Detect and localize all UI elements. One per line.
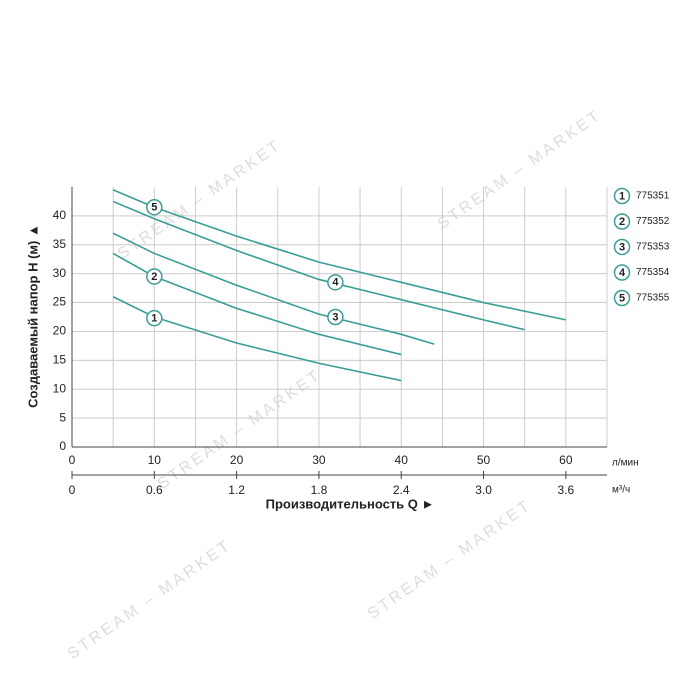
y-tick-label: 0 (59, 439, 66, 453)
marker-circle (146, 309, 163, 327)
curve (112, 252, 402, 356)
curve (112, 200, 525, 331)
y-tick-label: 35 (53, 237, 67, 251)
y-axis-label: Создаваемый напор H (м) ▲ (25, 224, 40, 408)
legend-label: 775351 (636, 191, 670, 202)
marker-label: 2 (151, 271, 157, 283)
y-tick-label: 5 (59, 410, 66, 424)
marker-circle (613, 213, 631, 230)
x2-tick-label: 2.4 (393, 483, 410, 497)
marker-circle (613, 289, 631, 307)
y-tick-label: 20 (53, 324, 67, 338)
legend-label: 775352 (636, 216, 670, 227)
legend-label: 775354 (636, 267, 670, 278)
marker-label: 2 (619, 216, 625, 228)
x2-tick-label: 3.6 (558, 483, 575, 497)
watermark: STREAM – MARKET (155, 367, 325, 493)
x-tick-label: 50 (477, 453, 491, 467)
marker-circle (613, 264, 631, 281)
x2-tick-label: 3.0 (475, 483, 492, 497)
x-tick-label: 20 (230, 453, 244, 467)
marker-label: 5 (619, 292, 625, 304)
watermark: STREAM – MARKET (365, 497, 535, 623)
marker-circle (146, 268, 163, 285)
x2-unit: м³/ч (612, 485, 630, 496)
legend-label: 775353 (636, 242, 670, 253)
marker-label: 1 (619, 190, 625, 202)
y-tick-label: 40 (53, 208, 67, 222)
y-tick-label: 30 (53, 266, 67, 280)
marker-label: 3 (332, 311, 338, 323)
marker-circle (327, 308, 344, 326)
x2-tick-label: 1.8 (311, 483, 328, 497)
x2-tick-label: 0 (69, 483, 76, 497)
marker-circle (613, 187, 631, 205)
x2-tick-label: 1.2 (228, 483, 245, 497)
x-tick-label: 10 (148, 453, 162, 467)
curve (112, 296, 402, 382)
marker-label: 3 (619, 241, 625, 253)
marker-label: 4 (619, 267, 626, 279)
marker-circle (327, 274, 344, 291)
marker-circle (146, 198, 163, 216)
marker-label: 4 (332, 277, 339, 289)
marker-circle (613, 238, 631, 256)
x-tick-label: 40 (395, 453, 409, 467)
x-axis-label: Производительность Q ► (266, 496, 435, 511)
y-tick-label: 15 (53, 353, 67, 367)
x-tick-label: 60 (559, 453, 573, 467)
x-unit: л/мин (612, 458, 639, 469)
legend-label: 775355 (636, 293, 670, 304)
x2-tick-label: 0.6 (146, 483, 163, 497)
watermark: STREAM – MARKET (65, 537, 235, 663)
curve (112, 232, 435, 345)
y-tick-label: 25 (53, 295, 67, 309)
x-tick-label: 0 (69, 453, 76, 467)
x-tick-label: 30 (312, 453, 326, 467)
marker-label: 1 (151, 313, 157, 325)
y-tick-label: 10 (53, 381, 67, 395)
watermark: STREAM – MARKET (435, 107, 605, 233)
marker-label: 5 (151, 202, 157, 214)
